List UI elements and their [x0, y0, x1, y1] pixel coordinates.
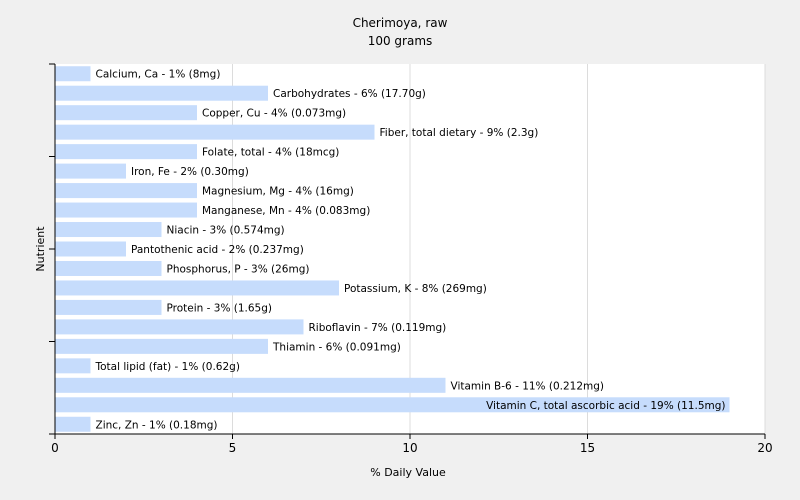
bar-label: Total lipid (fat) - 1% (0.62g): [95, 361, 240, 373]
bar: [55, 280, 339, 296]
x-tick-label: 10: [402, 441, 417, 455]
x-tick-labels: 0 5 10 15 20: [51, 441, 772, 455]
bar: [55, 163, 126, 179]
bar-label: Thiamin - 6% (0.091mg): [272, 341, 401, 353]
bar: [55, 319, 304, 335]
bar: [55, 338, 268, 354]
bar-label: Folate, total - 4% (18mcg): [202, 147, 339, 159]
bar: [55, 183, 197, 199]
bar: [55, 144, 197, 160]
bar: [55, 416, 91, 432]
x-axis-label: % Daily Value: [370, 466, 446, 479]
bar-label: Copper, Cu - 4% (0.073mg): [202, 108, 346, 120]
bar-label: Protein - 3% (1.65g): [167, 302, 273, 314]
bar-label: Vitamin B-6 - 11% (0.212mg): [451, 380, 605, 392]
bar-label: Calcium, Ca - 1% (8mg): [96, 69, 221, 81]
bar: [55, 222, 162, 238]
chart-subtitle: 100 grams: [368, 34, 433, 48]
bar: [55, 299, 162, 315]
bar: [55, 85, 268, 101]
bar-label: Vitamin C, total ascorbic acid - 19% (11…: [486, 400, 725, 412]
bar-label: Fiber, total dietary - 9% (2.3g): [380, 127, 539, 139]
bar-label: Manganese, Mn - 4% (0.083mg): [202, 205, 370, 217]
y-axis-label: Nutrient: [34, 226, 47, 272]
x-tick-label: 0: [51, 441, 59, 455]
bar: [55, 105, 197, 121]
bar: [55, 66, 91, 82]
bar-label: Phosphorus, P - 3% (26mg): [167, 263, 310, 275]
bar-label: Iron, Fe - 2% (0.30mg): [131, 166, 249, 178]
x-tick-label: 20: [757, 441, 772, 455]
plot-area: Calcium, Ca - 1% (8mg) Carbohydrates - 6%…: [49, 63, 773, 455]
chart-title: Cherimoya, raw: [353, 16, 448, 30]
axes: [49, 63, 766, 439]
bar-label: Carbohydrates - 6% (17.70g): [273, 88, 426, 100]
bar: [55, 377, 446, 393]
bar-label: Potassium, K - 8% (269mg): [344, 283, 487, 295]
bar: [55, 397, 730, 413]
bar: [55, 241, 126, 257]
bar-label: Zinc, Zn - 1% (0.18mg): [96, 419, 218, 431]
bar-label: Magnesium, Mg - 4% (16mg): [202, 186, 354, 198]
bar: [55, 124, 375, 140]
bar-label: Riboflavin - 7% (0.119mg): [309, 322, 447, 334]
bar-label: Pantothenic acid - 2% (0.237mg): [131, 244, 304, 256]
bars: [55, 66, 730, 432]
bar-label: Niacin - 3% (0.574mg): [167, 225, 285, 237]
x-tick-label: 5: [229, 441, 237, 455]
bar: [55, 202, 197, 218]
x-tick-label: 15: [580, 441, 595, 455]
bar: [55, 260, 162, 276]
bar-labels: Calcium, Ca - 1% (8mg) Carbohydrates - 6%…: [95, 69, 726, 432]
bar: [55, 358, 91, 374]
